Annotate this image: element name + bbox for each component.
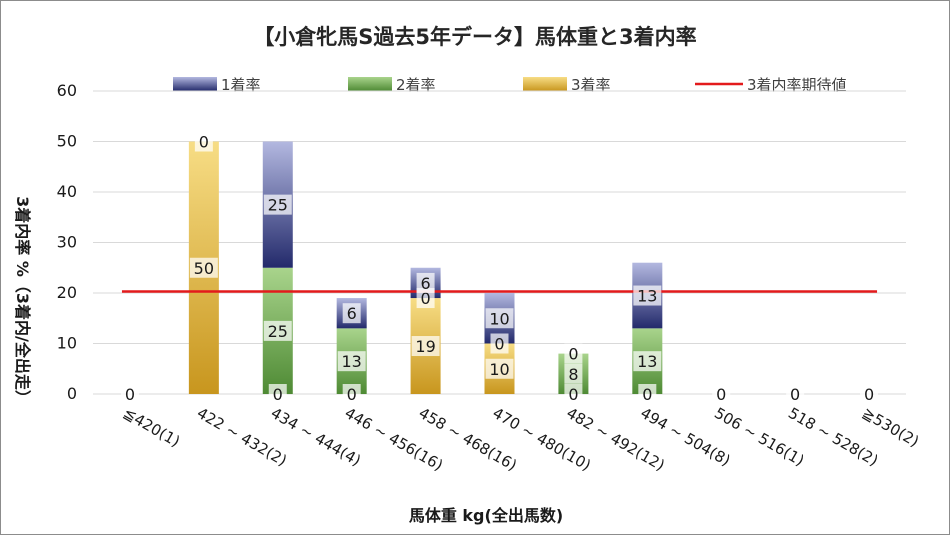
- data-label: 0: [273, 385, 283, 404]
- data-label: 10: [489, 309, 509, 328]
- data-label: 0: [199, 133, 209, 152]
- data-label-bg: [337, 351, 366, 372]
- data-label-bg: [485, 308, 514, 329]
- data-label-bg: [120, 384, 139, 404]
- y-tick-label: 0: [67, 384, 77, 403]
- data-label-bg: [194, 131, 213, 152]
- data-label-bg: [633, 351, 662, 372]
- data-label-bg: [485, 358, 514, 379]
- chart-title: 【小倉牝馬S過去5年データ】馬体重と3着内率: [253, 25, 696, 49]
- y-tick-label: 20: [57, 283, 77, 302]
- data-label-bg: [490, 333, 509, 354]
- y-tick-label: 10: [57, 334, 77, 353]
- data-label-bg: [342, 384, 361, 404]
- legend-label: 2着率: [396, 76, 436, 94]
- data-label: 19: [415, 337, 435, 356]
- x-tick-label: ≦420(1): [120, 404, 183, 451]
- y-tick-label: 40: [57, 182, 77, 201]
- data-label-bg: [564, 384, 583, 404]
- data-label: 0: [642, 385, 652, 404]
- legend-swatch: [348, 77, 392, 91]
- data-label: 13: [637, 287, 657, 306]
- y-tick-label: 60: [57, 81, 77, 100]
- legend-swatch: [173, 77, 217, 91]
- x-axis-ticks: ≦420(1) 422 ~ 432(2)434 ~ 444(4)446 ~ 456…: [120, 404, 922, 475]
- data-label-bg: [638, 384, 657, 404]
- data-label: 0: [494, 335, 504, 354]
- data-label: 0: [716, 385, 726, 404]
- data-label-bg: [860, 384, 879, 404]
- bars: [188, 141, 663, 394]
- legend-label: 1着率: [221, 76, 261, 94]
- y-axis-title: 3着内率 %（3着内/全出走）: [13, 196, 32, 406]
- data-label: 13: [342, 352, 362, 371]
- data-label-bg: [263, 194, 292, 215]
- data-label-bg: [342, 303, 361, 324]
- data-label-bg: [564, 363, 583, 384]
- data-label-bg: [263, 320, 292, 341]
- legend-label: 3着内率期待値: [747, 76, 847, 94]
- data-label: 8: [568, 365, 578, 384]
- data-label: 25: [268, 322, 288, 341]
- data-label-bg: [564, 343, 583, 364]
- data-label: 6: [347, 304, 357, 323]
- data-label: 6: [420, 274, 430, 293]
- data-label-bg: [416, 288, 435, 309]
- data-label: 25: [268, 196, 288, 215]
- legend-swatch: [523, 77, 567, 91]
- data-label: 0: [864, 385, 874, 404]
- x-tick-label: ≧530(2): [859, 404, 922, 451]
- data-label: 0: [347, 385, 357, 404]
- data-label: 0: [568, 345, 578, 364]
- data-label-bg: [786, 384, 805, 404]
- data-label-bg: [268, 384, 287, 404]
- data-label-bg: [411, 336, 440, 357]
- data-label: 50: [194, 259, 214, 278]
- data-label-bg: [189, 257, 218, 278]
- data-label: 0: [125, 385, 135, 404]
- data-label: 0: [568, 385, 578, 404]
- data-label: 0: [790, 385, 800, 404]
- data-label-bg: [416, 272, 435, 293]
- y-tick-label: 50: [57, 132, 77, 151]
- y-axis-ticks: 0 10 20 30 40 50 60: [57, 81, 77, 403]
- y-tick-label: 30: [57, 233, 77, 252]
- data-label: 13: [637, 352, 657, 371]
- x-axis-title: 馬体重 kg(全出馬数): [409, 506, 563, 525]
- data-label: 0: [420, 289, 430, 308]
- data-label-bg: [633, 285, 662, 306]
- legend: 1着率 2着率 3着率 3着内率期待値: [173, 76, 847, 94]
- data-label-bg: [712, 384, 731, 404]
- data-label: 10: [489, 360, 509, 379]
- legend-label: 3着率: [571, 76, 611, 94]
